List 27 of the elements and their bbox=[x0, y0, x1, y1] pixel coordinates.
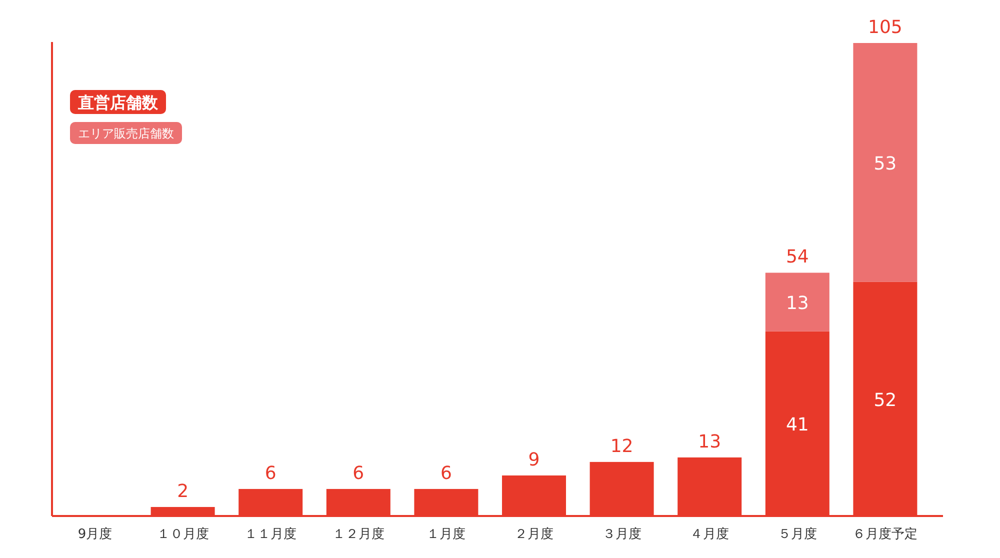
bar bbox=[765, 272, 830, 332]
data-label: 52 bbox=[874, 390, 897, 411]
data-label: 53 bbox=[874, 153, 897, 174]
total-label: 13 bbox=[698, 431, 722, 452]
x-tick-label: 9月度 bbox=[78, 526, 112, 542]
total-label: 105 bbox=[868, 17, 902, 38]
x-tick-label: １月度 bbox=[426, 526, 466, 542]
total-label: 6 bbox=[264, 462, 276, 484]
x-tick-label: １０月度 bbox=[156, 526, 209, 542]
total-label: 2 bbox=[177, 480, 189, 502]
x-tick-label: ５月度 bbox=[778, 526, 817, 542]
data-label: 41 bbox=[786, 414, 809, 436]
total-label: 12 bbox=[610, 436, 634, 457]
x-tick-label: ３月度 bbox=[602, 526, 642, 542]
x-tick-label: ４月度 bbox=[690, 526, 730, 542]
total-label: 6 bbox=[440, 462, 452, 484]
bar bbox=[853, 43, 918, 282]
text: エリア販売店舗数 bbox=[78, 126, 174, 140]
total-label: 6 bbox=[352, 462, 364, 484]
x-tick-label: ６月度予定 bbox=[852, 526, 918, 542]
x-tick-label: ２月度 bbox=[514, 526, 554, 542]
total-label: 9 bbox=[528, 449, 540, 470]
x-tick-label: １２月度 bbox=[332, 526, 384, 542]
text: 直営店舗数 bbox=[77, 92, 159, 112]
x-tick-label: １１月度 bbox=[244, 526, 297, 542]
data-label: 13 bbox=[786, 293, 809, 314]
total-label: 54 bbox=[786, 246, 809, 268]
